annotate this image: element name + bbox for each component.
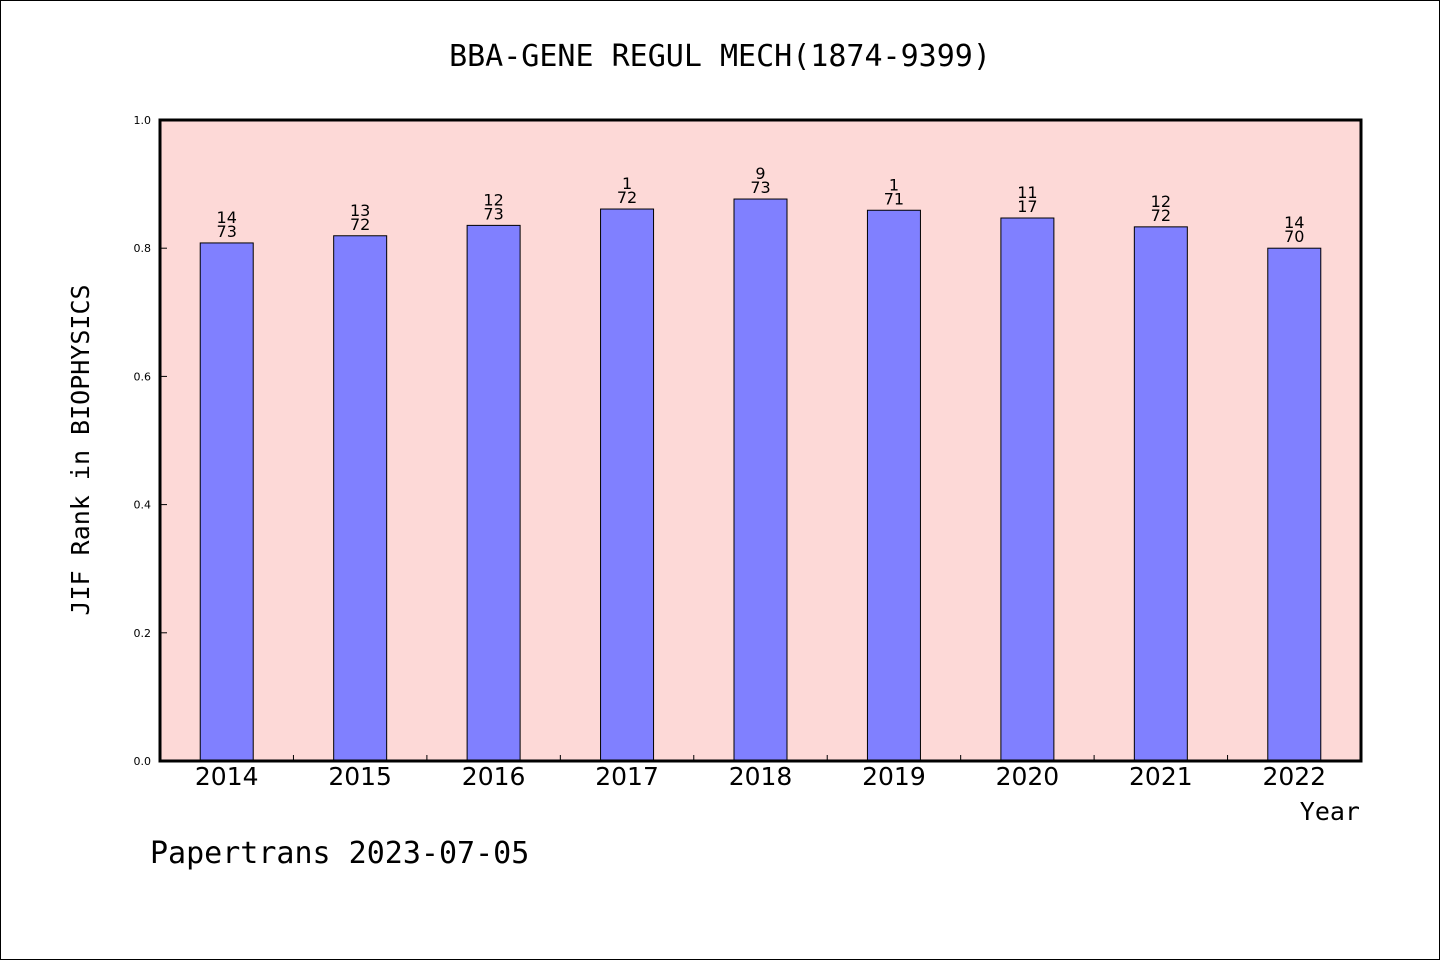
y-tick-label: 0.4: [134, 499, 152, 512]
bar-total-label: 70: [1284, 227, 1304, 246]
x-tick-label: 2021: [1129, 762, 1193, 791]
bar-rank-label: 9: [755, 164, 765, 183]
bar-2018: [733, 198, 788, 762]
bar-2016: [466, 224, 521, 762]
bar-rank-label: 11: [1017, 183, 1037, 202]
chart-title: BBA-GENE REGUL MECH(1874-9399): [449, 39, 991, 74]
y-tick-label: 0.8: [134, 242, 152, 255]
x-axis: 2014 2015 2016 2017 2018 2019 2020 2021 2022: [195, 755, 1326, 791]
y-tick-label: 1.0: [134, 114, 152, 127]
x-tick-label: 2022: [1262, 762, 1326, 791]
bar-rank-label: 14: [217, 208, 237, 227]
x-tick-label: 2016: [462, 762, 526, 791]
bars-group: [199, 198, 1322, 762]
y-tick-label: 0.0: [134, 755, 152, 768]
bar-2017: [600, 208, 655, 762]
bar-total-label: 72: [350, 215, 370, 234]
y-tick-label: 0.2: [134, 627, 152, 640]
bar-total-label: 71: [884, 189, 904, 208]
bar-rank-label: 1: [622, 174, 632, 193]
x-tick-label: 2018: [729, 762, 793, 791]
x-tick-label: 2017: [595, 762, 659, 791]
bar-2014: [199, 242, 254, 762]
x-tick-label: 2015: [328, 762, 392, 791]
bar-rank-label: 14: [1284, 213, 1304, 232]
bar-rank-label: 13: [350, 201, 370, 220]
watermark-text: Papertrans 2023-07-05: [150, 836, 529, 871]
bar-total-label: 72: [1151, 206, 1171, 225]
bar-2021: [1133, 226, 1188, 762]
bar-2015: [333, 235, 388, 762]
bar-total-label: 73: [483, 204, 503, 223]
bar-total-label: 73: [750, 178, 770, 197]
y-tick-label: 0.6: [134, 370, 152, 383]
x-axis-label: Year: [1300, 797, 1360, 826]
x-tick-label: 2014: [195, 762, 259, 791]
plot-border: [158, 118, 1363, 763]
bar-total-label: 17: [1017, 197, 1037, 216]
bar-2022: [1267, 247, 1322, 762]
bar-rank-label: 12: [1151, 192, 1171, 211]
x-tick-label: 2019: [862, 762, 926, 791]
bar-total-label: 73: [217, 222, 237, 241]
bar-rank-label: 1: [889, 175, 899, 194]
bar-2019: [866, 209, 921, 762]
bar-total-label: 72: [617, 188, 637, 207]
x-tick-label: 2020: [996, 762, 1060, 791]
bar-2020: [1000, 217, 1055, 762]
bar-rank-label: 12: [483, 190, 503, 209]
y-axis-label: JIF Rank in BIOPHYSICS: [66, 284, 95, 615]
